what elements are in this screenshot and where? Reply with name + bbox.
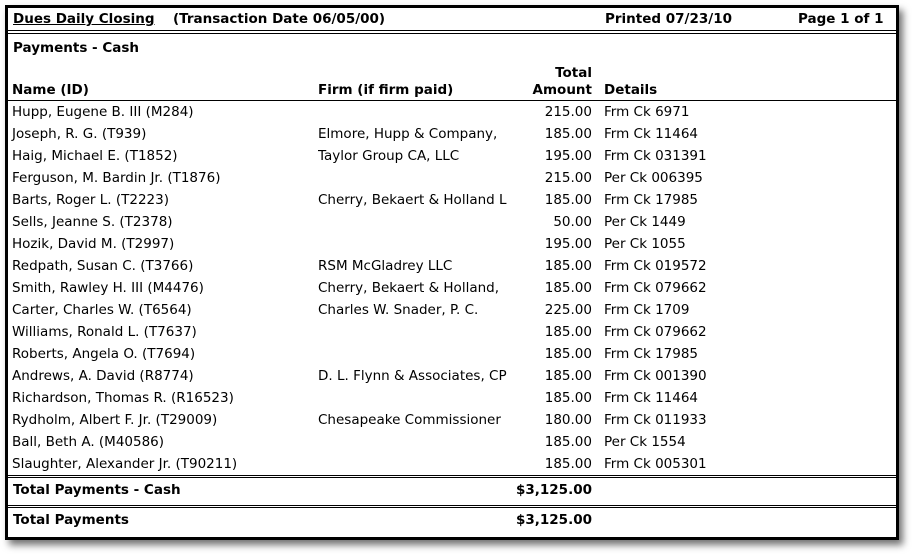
table-row: Smith, Rawley H. III (M4476) Cherry, Beka… <box>8 277 896 299</box>
firm-name: Cherry, Bekaert & Holland L <box>318 192 507 208</box>
member-name: Sells, Jeanne S. (T2378) <box>12 214 173 230</box>
table-row: Slaughter, Alexander Jr. (T90211) 185.00 F… <box>8 453 896 475</box>
payment-details: Frm Ck 079662 <box>604 280 707 296</box>
section-title: Payments - Cash <box>13 40 140 56</box>
member-name: Rydholm, Albert F. Jr. (T29009) <box>12 412 218 428</box>
firm-name: Chesapeake Commissioner <box>318 412 501 428</box>
payment-details: Frm Ck 011933 <box>604 412 707 428</box>
total-amount: 185.00 <box>544 456 592 472</box>
member-name: Ferguson, M. Bardin Jr. (T1876) <box>12 170 221 186</box>
total-amount: 195.00 <box>544 148 592 164</box>
member-name: Andrews, A. David (R8774) <box>12 368 194 384</box>
column-header-divider <box>8 100 896 101</box>
transaction-date: (Transaction Date 06/05/00) <box>173 11 386 27</box>
member-name: Slaughter, Alexander Jr. (T90211) <box>12 456 238 472</box>
total-amount: 185.00 <box>544 346 592 362</box>
member-name: Ball, Beth A. (M40586) <box>12 434 165 450</box>
report-title: Dues Daily Closing <box>13 11 155 27</box>
total-amount: 185.00 <box>544 280 592 296</box>
table-row: Williams, Ronald L. (T7637) 185.00 Frm Ck … <box>8 321 896 343</box>
total-amount: 185.00 <box>544 258 592 274</box>
column-header-amount-line1: Total <box>555 65 592 81</box>
column-header-details: Details <box>604 82 658 98</box>
header-divider <box>8 30 896 34</box>
payment-details: Frm Ck 17985 <box>604 192 699 208</box>
table-row: Ferguson, M. Bardin Jr. (T1876) 215.00 Per… <box>8 167 896 189</box>
table-row: Richardson, Thomas R. (R16523) 185.00 Frm … <box>8 387 896 409</box>
payment-details: Frm Ck 11464 <box>604 390 699 406</box>
printed-date: Printed 07/23/10 <box>605 11 732 27</box>
firm-name: Charles W. Snader, P. C. <box>318 302 479 318</box>
table-row: Hozik, David M. (T2997) 195.00 Per Ck 1055 <box>8 233 896 255</box>
total-amount: 185.00 <box>544 434 592 450</box>
table-row: Barts, Roger L. (T2223) Cherry, Bekaert &… <box>8 189 896 211</box>
table-row: Carter, Charles W. (T6564) Charles W. Sna… <box>8 299 896 321</box>
total-amount: 185.00 <box>544 368 592 384</box>
total-amount: 225.00 <box>544 302 592 318</box>
total-amount: 185.00 <box>544 126 592 142</box>
member-name: Hupp, Eugene B. III (M284) <box>12 104 194 120</box>
table-row: Andrews, A. David (R8774) D. L. Flynn & A… <box>8 365 896 387</box>
total-amount: 215.00 <box>544 104 592 120</box>
total-amount: 195.00 <box>544 236 592 252</box>
total-amount: 185.00 <box>544 324 592 340</box>
payment-details: Frm Ck 6971 <box>604 104 690 120</box>
total-amount: 215.00 <box>544 170 592 186</box>
payment-details: Frm Ck 1709 <box>604 302 690 318</box>
payment-details: Frm Ck 019572 <box>604 258 707 274</box>
total-amount: 180.00 <box>544 412 592 428</box>
table-row: Roberts, Angela O. (T7694) 185.00 Frm Ck 1… <box>8 343 896 365</box>
member-name: Joseph, R. G. (T939) <box>12 126 147 142</box>
firm-name: D. L. Flynn & Associates, CP <box>318 368 507 384</box>
firm-name: RSM McGladrey LLC <box>318 258 453 274</box>
member-name: Barts, Roger L. (T2223) <box>12 192 169 208</box>
table-row: Haig, Michael E. (T1852) Taylor Group CA,… <box>8 145 896 167</box>
payment-details: Frm Ck 005301 <box>604 456 707 472</box>
payment-details: Per Ck 1449 <box>604 214 686 230</box>
payment-details: Frm Ck 001390 <box>604 368 707 384</box>
table-row: Joseph, R. G. (T939) Elmore, Hupp & Compa… <box>8 123 896 145</box>
column-header-amount-line2: Amount <box>532 82 592 98</box>
total-all-amount: $3,125.00 <box>515 512 592 528</box>
total-amount: 185.00 <box>544 390 592 406</box>
total-amount: 185.00 <box>544 192 592 208</box>
column-header-name: Name (ID) <box>12 82 89 98</box>
payment-details: Frm Ck 079662 <box>604 324 707 340</box>
total-cash-divider <box>8 475 896 478</box>
report-page: Dues Daily Closing (Transaction Date 06/… <box>5 5 899 540</box>
member-name: Roberts, Angela O. (T7694) <box>12 346 196 362</box>
table-row: Sells, Jeanne S. (T2378) 50.00 Per Ck 1449 <box>8 211 896 233</box>
payment-details: Per Ck 1055 <box>604 236 686 252</box>
member-name: Williams, Ronald L. (T7637) <box>12 324 197 340</box>
payment-details: Frm Ck 11464 <box>604 126 699 142</box>
payment-details: Per Ck 006395 <box>604 170 703 186</box>
total-all-label: Total Payments <box>13 512 129 528</box>
column-header-firm: Firm (if firm paid) <box>318 82 454 98</box>
payment-details: Frm Ck 17985 <box>604 346 699 362</box>
member-name: Smith, Rawley H. III (M4476) <box>12 280 204 296</box>
member-name: Richardson, Thomas R. (R16523) <box>12 390 234 406</box>
total-all-divider <box>8 505 896 508</box>
report-header: Dues Daily Closing (Transaction Date 06/… <box>8 11 896 29</box>
payment-details: Per Ck 1554 <box>604 434 686 450</box>
firm-name: Taylor Group CA, LLC <box>318 148 460 164</box>
firm-name: Cherry, Bekaert & Holland, <box>318 280 500 296</box>
page-number: Page 1 of 1 <box>798 11 884 27</box>
member-name: Carter, Charles W. (T6564) <box>12 302 192 318</box>
table-row: Hupp, Eugene B. III (M284) 215.00 Frm Ck 6… <box>8 101 896 123</box>
total-cash-label: Total Payments - Cash <box>13 482 181 498</box>
payments-table: Hupp, Eugene B. III (M284) 215.00 Frm Ck 6… <box>8 101 896 475</box>
table-row: Ball, Beth A. (M40586) 185.00 Per Ck 1554 <box>8 431 896 453</box>
payment-details: Frm Ck 031391 <box>604 148 707 164</box>
member-name: Haig, Michael E. (T1852) <box>12 148 178 164</box>
firm-name: Elmore, Hupp & Company, <box>318 126 498 142</box>
total-amount: 50.00 <box>553 214 592 230</box>
member-name: Redpath, Susan C. (T3766) <box>12 258 194 274</box>
total-cash-amount: $3,125.00 <box>515 482 592 498</box>
table-row: Redpath, Susan C. (T3766) RSM McGladrey L… <box>8 255 896 277</box>
member-name: Hozik, David M. (T2997) <box>12 236 175 252</box>
table-row: Rydholm, Albert F. Jr. (T29009) Chesapeak… <box>8 409 896 431</box>
